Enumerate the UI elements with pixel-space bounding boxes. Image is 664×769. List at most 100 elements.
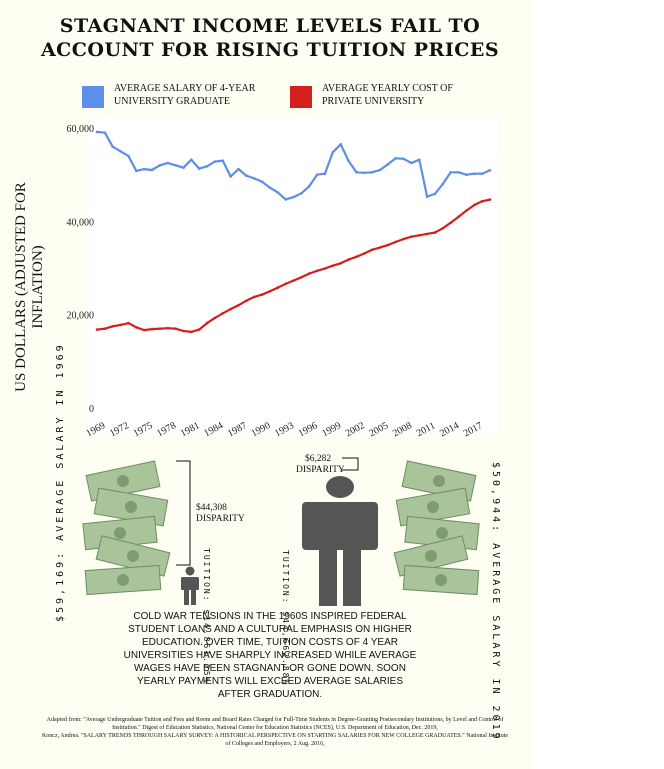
disparity-bracket-1969 [176, 460, 191, 566]
cost-point [150, 327, 154, 331]
cost-point [402, 237, 405, 241]
salary-point [347, 159, 350, 162]
disparity-2019-amount: $6,282 [304, 454, 332, 464]
title-line-2: ACCOUNT FOR RISING TUITION PRICES [40, 39, 500, 61]
cost-point [292, 279, 295, 282]
y-axis-ticks: 0 20,000 40,000 60,000 [67, 124, 95, 415]
cost-point [260, 293, 264, 296]
source-citation: Adapted from: "Average Undergraduate Tui… [40, 716, 510, 748]
salary-point [480, 172, 484, 175]
legend-swatch-salary [82, 86, 104, 108]
cost-point [465, 209, 468, 212]
salary-point [433, 192, 437, 196]
cost-point [276, 286, 280, 289]
disparity-bracket-2019 [342, 457, 359, 471]
cost-point [135, 326, 138, 329]
cost-point [488, 198, 492, 201]
salary-point [339, 143, 343, 146]
cost-point [174, 327, 177, 331]
cost-point [182, 329, 185, 333]
salary-point [331, 151, 335, 154]
y-tick-label: 20,000 [67, 311, 95, 322]
salary-point [245, 174, 248, 177]
salary-point [488, 169, 492, 172]
salary-point [370, 171, 374, 174]
salary-point [323, 172, 327, 175]
salary-point [268, 186, 272, 189]
title-line-1: STAGNANT INCOME LEVELS FAIL TO [59, 15, 481, 37]
cost-point [418, 234, 421, 237]
cost-point [252, 295, 256, 299]
cost-point [95, 328, 99, 331]
cost-point [197, 328, 201, 331]
series-layer [95, 130, 492, 334]
salary-point [292, 195, 295, 199]
salary-point [465, 173, 468, 176]
salary-point [402, 157, 405, 161]
legend-label-salary: AVERAGE SALARY OF 4-YEAR UNIVERSITY GRAD… [114, 82, 284, 108]
cost-point [158, 327, 162, 331]
cost-point [370, 248, 374, 252]
cost-point [339, 262, 343, 265]
salary-point [362, 171, 366, 175]
person-1969-icon [181, 566, 199, 605]
cost-point [111, 325, 114, 328]
source-line-2: Koncz, Andrea. "SALARY TRENDS THROUGH SA… [41, 733, 509, 747]
cost-point [307, 272, 311, 275]
left-salary-text: $59,169: AVERAGE SALARY IN 1969 [55, 342, 66, 622]
salary-point [190, 158, 193, 161]
salary-point [135, 169, 138, 173]
cost-point [386, 243, 390, 247]
salary-point [142, 167, 146, 171]
salary-point [473, 172, 476, 175]
legend-salary-line-1: AVERAGE SALARY OF 4-YEAR [114, 83, 256, 94]
cost-point [473, 203, 476, 207]
salary-point [300, 192, 303, 195]
cost-point [331, 264, 335, 268]
cost-point [205, 321, 209, 325]
cost-point [410, 235, 413, 238]
cost-point [433, 231, 437, 234]
legend-salary-line-2: UNIVERSITY GRADUATE [114, 96, 231, 107]
cost-point [323, 267, 327, 270]
cost-point [480, 200, 484, 203]
salary-point [158, 164, 162, 167]
salary-point [205, 165, 209, 168]
salary-point [425, 195, 429, 198]
cost-point [284, 282, 287, 286]
salary-point [229, 175, 232, 178]
cost-point [166, 326, 169, 330]
salary-point [166, 161, 169, 165]
cost-point [315, 269, 319, 273]
money-stack-right-icon [393, 460, 480, 596]
tuition-2019-text: TUITION: $44,662.88% [281, 550, 290, 686]
cost-point [378, 246, 382, 249]
body-paragraph: COLD WAR TENSIONS IN THE 1960S INSPIRED … [123, 611, 417, 700]
cost-point [245, 299, 248, 303]
salary-point [119, 150, 122, 153]
person-2019-icon [302, 476, 378, 606]
salary-point [276, 191, 280, 194]
disparity-1969: $44,308 DISPARITY [196, 503, 245, 525]
salary-point [410, 161, 413, 165]
legend-cost-line-2: PRIVATE UNIVERSITY [322, 96, 425, 107]
plot-background [88, 115, 498, 435]
cost-point [441, 227, 445, 230]
cost-point [300, 276, 303, 279]
cost-point [221, 312, 225, 315]
salary-point [315, 173, 319, 176]
infographic-title: STAGNANT INCOME LEVELS FAIL TO ACCOUNT F… [40, 14, 500, 62]
right-salary-text: $50,944: AVERAGE SALARY IN 2019 [490, 462, 501, 742]
y-tick-label: 60,000 [67, 124, 95, 135]
plot-area [88, 115, 498, 435]
salary-point [150, 168, 154, 172]
salary-point [252, 177, 256, 180]
salary-point [182, 166, 185, 169]
disparity-2019-label: DISPARITY [296, 465, 345, 475]
salary-point [237, 167, 240, 171]
cost-point [347, 258, 350, 261]
salary-point [386, 163, 390, 166]
cost-point [268, 290, 272, 293]
salary-point [174, 164, 177, 167]
